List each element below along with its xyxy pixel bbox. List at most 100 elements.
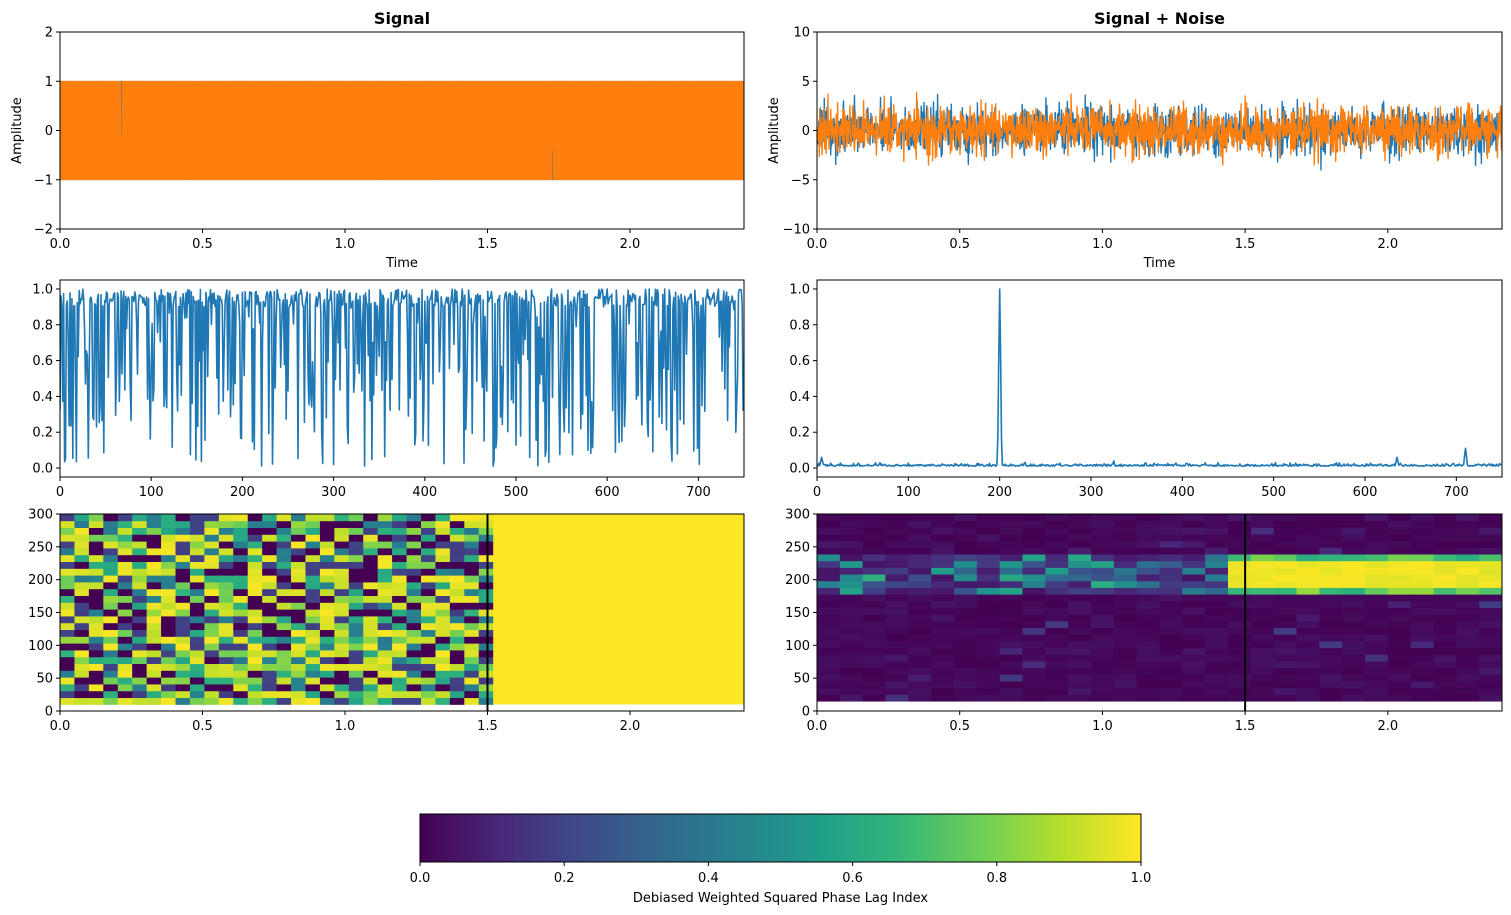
heatmap-cell — [1456, 520, 1480, 528]
heatmap-cell — [276, 643, 292, 651]
heatmap-cell — [146, 670, 162, 678]
heatmap-cell — [1022, 607, 1046, 615]
heatmap-cell — [175, 541, 191, 549]
heatmap-cell — [175, 520, 191, 529]
heatmap-cell — [1205, 554, 1229, 562]
heatmap-cell — [334, 541, 350, 549]
chart-title: Signal — [374, 9, 430, 28]
heatmap-cell — [146, 616, 162, 624]
heatmap-cell — [1113, 574, 1138, 582]
heatmap-cell — [976, 694, 1001, 702]
plot-area-signal_noise — [817, 91, 1502, 171]
heatmap-cell — [1228, 520, 1252, 528]
heatmap-cell — [1159, 640, 1183, 649]
heatmap-cell — [1045, 661, 1069, 669]
heatmap-cell — [931, 634, 955, 642]
heatmap-cell — [1159, 627, 1183, 635]
heatmap-cell — [1319, 594, 1343, 602]
heatmap-cell — [262, 622, 277, 631]
heatmap-cell — [117, 656, 133, 665]
heatmap-cell — [291, 609, 306, 617]
heatmap-cell — [908, 614, 932, 622]
heatmap-cell — [132, 548, 148, 556]
heatmap-cell — [1022, 520, 1046, 528]
heatmap-cell — [1228, 540, 1252, 548]
heatmap-cell — [1456, 514, 1480, 522]
heatmap-cell — [1410, 554, 1434, 562]
heatmap-cell — [305, 554, 321, 563]
heatmap-cell — [291, 548, 306, 556]
heatmap-cell — [1022, 661, 1046, 669]
heatmap-cell — [1022, 540, 1046, 548]
heatmap-cell — [334, 561, 350, 569]
heatmap-cell — [1159, 687, 1183, 695]
heatmap-cell — [247, 616, 263, 624]
heatmap-cell — [999, 540, 1023, 548]
heatmap-cell — [103, 595, 119, 603]
heatmap-cell — [1068, 567, 1092, 575]
heatmap-cell — [1365, 587, 1389, 595]
heatmap-cell — [334, 534, 350, 542]
heatmap-cell — [1113, 687, 1138, 695]
heatmap-cell — [954, 547, 978, 555]
heatmap-cell — [1479, 554, 1502, 562]
heatmap-cell — [1296, 587, 1320, 595]
heatmap-cell — [363, 548, 379, 556]
heatmap-cell — [931, 547, 955, 555]
heatmap-cell — [1091, 527, 1115, 535]
heatmap-cell — [247, 548, 263, 556]
x-tick-label: 0.0 — [50, 237, 71, 252]
heatmap-cell — [1342, 614, 1366, 622]
heatmap-cell — [377, 568, 393, 576]
heatmap-cell — [1342, 534, 1366, 542]
heatmap-cell — [1479, 674, 1502, 682]
heatmap-cell — [132, 670, 148, 678]
heatmap-cell — [88, 643, 104, 651]
heatmap-cell — [189, 643, 205, 651]
heatmap-cell — [421, 629, 436, 637]
heatmap-cell — [377, 663, 393, 671]
heatmap-cell — [204, 561, 220, 569]
heatmap-cell — [931, 681, 955, 689]
heatmap-cell — [161, 561, 176, 569]
heatmap-cell — [1228, 547, 1252, 555]
heatmap-cell — [976, 520, 1001, 528]
heatmap-cell — [1433, 620, 1457, 629]
heatmap-cell — [1022, 647, 1046, 655]
heatmap-cell — [1182, 654, 1206, 662]
heatmap-cell — [1228, 567, 1252, 575]
heatmap-cell — [421, 554, 436, 563]
heatmap-cell — [146, 677, 162, 685]
heatmap-cell — [1365, 634, 1389, 642]
heatmap-cell — [1410, 620, 1434, 629]
heatmap-cell — [348, 656, 364, 665]
heatmap-cell — [132, 697, 148, 705]
heatmap-cell — [334, 684, 350, 692]
heatmap-cell — [103, 561, 119, 569]
heatmap-cell — [817, 694, 841, 702]
heatmap-cell — [189, 541, 205, 549]
heatmap-cell — [478, 629, 494, 637]
heatmap-cell — [931, 627, 955, 635]
heatmap-cell — [1273, 527, 1297, 535]
heatmap-cell — [1113, 667, 1138, 675]
heatmap-cell — [334, 670, 350, 678]
heatmap-cell — [1022, 694, 1046, 702]
heatmap-cell — [146, 534, 162, 542]
heatmap-cell — [435, 622, 451, 631]
heatmap-cell — [1205, 580, 1229, 588]
heatmap-cell — [319, 520, 335, 529]
heatmap-cell — [1250, 647, 1275, 655]
heatmap-cell — [464, 602, 480, 610]
heatmap-cell — [161, 568, 176, 576]
heatmap-cell — [262, 697, 277, 705]
heatmap-cell — [954, 527, 978, 535]
heatmap-cell — [334, 514, 350, 522]
heatmap-cell — [291, 622, 306, 631]
heatmap-cell — [1479, 634, 1502, 642]
heatmap-cell — [1182, 634, 1206, 642]
heatmap-cell — [862, 607, 886, 615]
heatmap-cell — [132, 656, 148, 665]
heatmap-cell — [1091, 634, 1115, 642]
heatmap-cell — [146, 690, 162, 699]
